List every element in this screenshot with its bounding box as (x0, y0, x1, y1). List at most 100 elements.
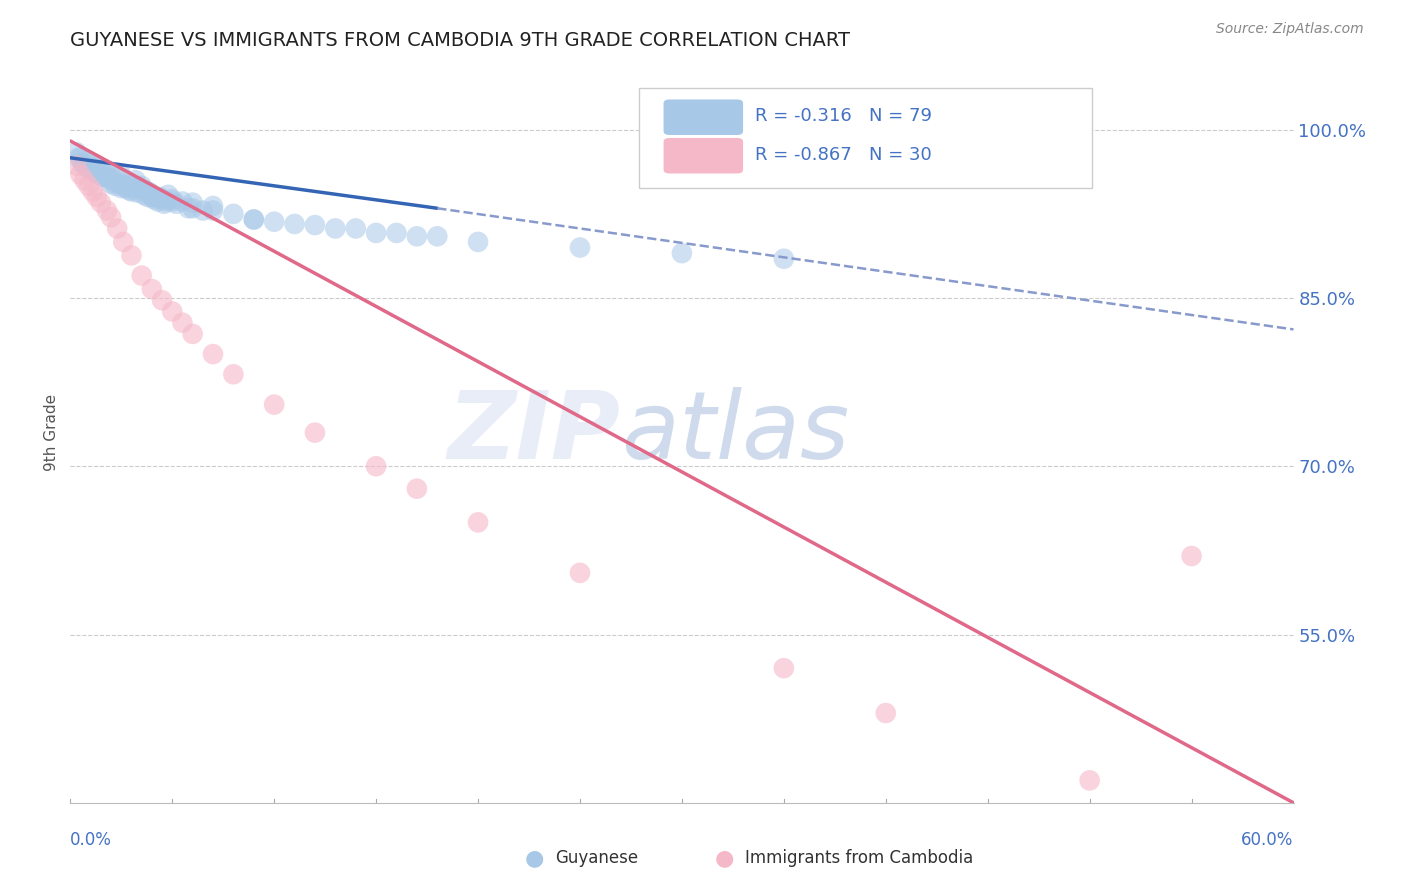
Point (114, 181, 136, 195)
Point (141, 187, 163, 202)
FancyBboxPatch shape (640, 88, 1091, 188)
Point (181, 195, 204, 210)
Text: R = -0.867   N = 30: R = -0.867 N = 30 (755, 146, 932, 164)
Point (76, 154, 98, 169)
Point (243, 212, 266, 227)
Text: 60.0%: 60.0% (1241, 830, 1294, 849)
Text: GUYANESE VS IMMIGRANTS FROM CAMBODIA 9TH GRADE CORRELATION CHART: GUYANESE VS IMMIGRANTS FROM CAMBODIA 9TH… (70, 31, 851, 50)
Point (121, 178, 143, 193)
Point (124, 173, 146, 187)
Point (467, 235, 489, 249)
Point (101, 174, 124, 188)
Point (875, 706, 897, 720)
Point (104, 178, 127, 193)
Point (100, 169, 122, 184)
Point (96, 168, 118, 182)
Point (121, 248, 143, 262)
Point (162, 304, 183, 318)
Point (671, 246, 693, 260)
Point (366, 459, 388, 474)
Point (98, 172, 121, 186)
Point (385, 226, 408, 240)
Point (90, 161, 112, 176)
Point (131, 268, 153, 283)
Point (202, 203, 225, 218)
Point (100, 211, 122, 225)
Point (135, 183, 157, 197)
Point (153, 196, 176, 211)
Point (191, 203, 214, 218)
Point (568, 240, 592, 254)
Point (112, 235, 135, 249)
Point (222, 368, 245, 382)
Point (304, 218, 326, 232)
Point (131, 178, 153, 193)
Point (67, 151, 90, 165)
Point (83, 165, 105, 179)
Point (90, 195, 112, 210)
Point (73, 159, 96, 173)
Point (86, 159, 108, 173)
Point (142, 192, 165, 206)
Point (202, 347, 225, 361)
Point (65, 145, 87, 160)
Point (366, 226, 388, 240)
Point (94, 164, 117, 178)
Point (243, 212, 266, 227)
Point (426, 229, 449, 244)
Point (96, 203, 118, 218)
Point (181, 326, 204, 341)
Text: Immigrants from Cambodia: Immigrants from Cambodia (745, 849, 973, 867)
Point (69, 168, 91, 182)
Text: R = -0.316   N = 79: R = -0.316 N = 79 (755, 108, 932, 126)
Point (1078, 773, 1101, 788)
Text: ●: ● (714, 848, 734, 868)
Point (79, 156, 103, 170)
Point (467, 516, 489, 530)
Text: Guyanese: Guyanese (555, 849, 638, 867)
Point (150, 192, 173, 206)
Text: 0.0%: 0.0% (70, 830, 112, 849)
Point (162, 194, 183, 209)
Point (1181, 549, 1204, 563)
Point (87, 168, 110, 182)
Point (82, 185, 104, 199)
Point (165, 196, 187, 211)
Point (100, 177, 122, 191)
Point (122, 181, 145, 195)
Point (141, 190, 163, 204)
Point (112, 178, 135, 193)
Point (773, 661, 796, 675)
Point (82, 161, 104, 175)
Point (141, 282, 163, 296)
Point (117, 177, 139, 191)
Point (132, 187, 155, 202)
Point (105, 221, 128, 235)
Text: ZIP: ZIP (449, 386, 621, 479)
Point (72, 156, 94, 170)
Point (344, 221, 367, 235)
Point (77, 178, 100, 193)
Point (263, 398, 285, 412)
Point (149, 190, 172, 204)
FancyBboxPatch shape (664, 99, 744, 135)
Point (157, 187, 180, 202)
Point (69, 151, 91, 165)
Point (406, 229, 429, 244)
Point (172, 194, 194, 209)
Point (304, 425, 326, 440)
Point (150, 293, 173, 308)
Point (128, 181, 150, 195)
Point (155, 194, 177, 209)
Point (110, 168, 132, 182)
Point (105, 172, 128, 186)
Point (65, 159, 87, 173)
Point (162, 192, 183, 206)
Point (202, 199, 225, 213)
Text: Source: ZipAtlas.com: Source: ZipAtlas.com (1216, 22, 1364, 37)
Point (773, 252, 796, 266)
Point (177, 201, 200, 215)
Point (172, 316, 194, 330)
Point (83, 165, 105, 179)
Point (406, 482, 429, 496)
